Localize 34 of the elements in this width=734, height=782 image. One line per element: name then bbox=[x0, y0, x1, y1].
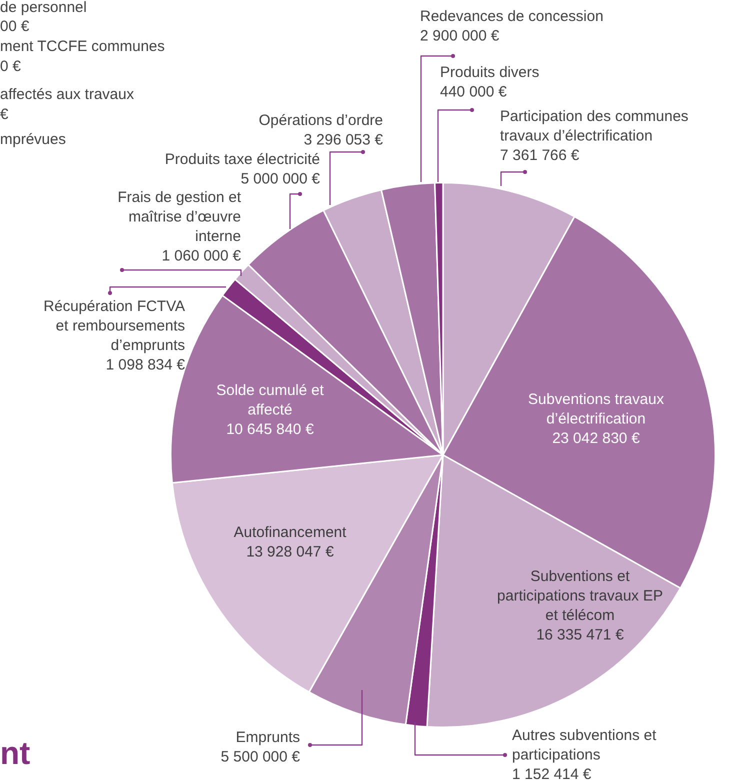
data-label: 23 042 830 € bbox=[552, 430, 640, 448]
data-label: 10 645 840 € bbox=[226, 421, 314, 438]
data-label: 1 060 000 € bbox=[162, 248, 242, 265]
slice-label: Subventions et participations travaux EP et télécom bbox=[497, 568, 663, 624]
data-label: 16 335 471 € bbox=[536, 626, 624, 644]
data-label: 1 152 414 € bbox=[512, 766, 592, 782]
legend-label: Autres subventions et participations bbox=[512, 727, 658, 764]
text: 0 € bbox=[0, 58, 22, 76]
slice-label: Autofinancement bbox=[234, 524, 348, 542]
data-label: 5 000 000 € bbox=[240, 170, 321, 188]
slice-label: Subventions travaux d’électrification bbox=[528, 391, 664, 428]
text: € bbox=[0, 106, 9, 124]
text: mprévues bbox=[0, 131, 66, 148]
slice-label: Opérations d’ordre bbox=[258, 112, 383, 130]
slice-label: Participation des communes travaux d’électrification bbox=[500, 108, 688, 145]
text: de personnel bbox=[0, 0, 87, 16]
text: 00 € bbox=[0, 18, 30, 36]
data-label: 2 900 000 € bbox=[420, 28, 500, 45]
data-label: 5 500 000 € bbox=[220, 748, 301, 766]
slice-label: Emprunts bbox=[236, 729, 300, 746]
data-label: 440 000 € bbox=[440, 84, 508, 101]
slice-label: Récupération FCTVA et remboursements d’emprunts bbox=[44, 298, 185, 354]
data-label: 1 098 834 € bbox=[106, 356, 186, 374]
text: nt bbox=[0, 734, 31, 771]
data-label: 7 361 766 € bbox=[500, 147, 580, 164]
slice-label: Frais de gestion et maîtrise d’œuvre interne bbox=[118, 189, 242, 246]
data-label: 13 928 047 € bbox=[246, 544, 334, 561]
data-label: 3 296 053 € bbox=[304, 132, 384, 149]
slice-label: Redevances de concession bbox=[420, 8, 604, 26]
slice-label: Solde cumulé et affecté bbox=[216, 382, 325, 419]
text: affectés aux travaux bbox=[0, 86, 134, 104]
text: ment TCCFE communes bbox=[0, 38, 165, 56]
slice-label: Produits taxe électricité bbox=[164, 151, 320, 168]
slice-label: Produits divers bbox=[440, 64, 540, 82]
